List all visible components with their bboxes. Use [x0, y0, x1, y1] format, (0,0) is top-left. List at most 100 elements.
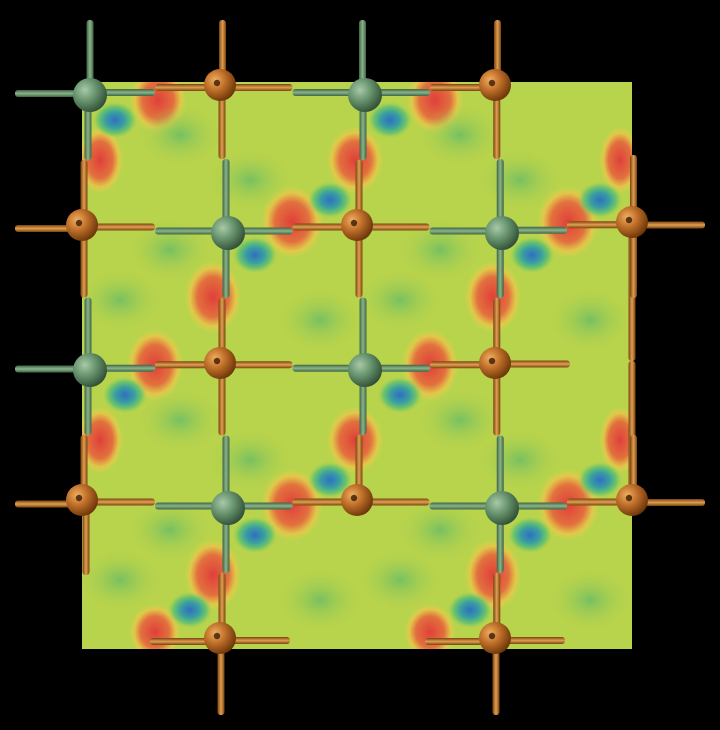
bond-rod: [495, 637, 565, 644]
bond-rod: [357, 498, 430, 506]
orange-atom-icon: [341, 209, 373, 241]
atom-shade: [350, 494, 358, 502]
density-high-lobe: [260, 185, 324, 259]
density-high-lobe: [82, 406, 124, 474]
bond-rod: [630, 222, 637, 298]
bond-rod: [630, 155, 637, 222]
atom-shade: [213, 632, 221, 640]
density-mid-region: [360, 270, 440, 330]
density-mid-region: [130, 220, 210, 280]
bond-rod: [86, 20, 94, 95]
density-low-pocket: [510, 237, 554, 273]
orange-atom-icon: [204, 347, 236, 379]
bond-rod: [82, 498, 155, 506]
bond-rod: [292, 364, 365, 372]
orange-atom-icon: [66, 484, 98, 516]
bond-rod: [80, 225, 88, 298]
bond-rod: [218, 85, 226, 159]
bond-rod: [357, 223, 430, 231]
bond-rod: [80, 160, 88, 225]
density-mid-region: [82, 550, 160, 610]
atom-shade: [625, 494, 633, 502]
bond-rod: [493, 85, 501, 159]
density-high-lobe: [464, 538, 522, 612]
density-mid-region: [280, 290, 360, 350]
bond-rod: [218, 298, 226, 363]
bond-rod: [155, 502, 228, 510]
bond-rod: [222, 159, 230, 233]
bond-rod: [155, 84, 220, 91]
density-high-lobe: [326, 126, 384, 194]
bond-rod: [495, 360, 570, 368]
bond-rod: [632, 499, 705, 506]
bond-rod: [493, 298, 501, 363]
bond-rod: [355, 160, 363, 225]
bond-rod: [429, 227, 502, 235]
bond-rod: [15, 225, 82, 232]
density-low-pocket: [578, 182, 622, 218]
density-high-lobe: [599, 406, 632, 474]
density-high-lobe: [326, 406, 384, 474]
density-low-pocket: [233, 237, 277, 273]
bond-rod: [429, 502, 502, 510]
density-high-lobe: [464, 260, 522, 334]
density-low-pocket: [93, 102, 137, 138]
bond-rod: [15, 365, 90, 373]
bond-rod: [84, 297, 92, 370]
atom-shade: [75, 219, 83, 227]
green-atom-icon: [73, 78, 107, 112]
bond-rod: [493, 573, 501, 638]
orange-atom-icon: [479, 622, 511, 654]
density-mid-region: [140, 105, 220, 165]
bond-rod: [220, 637, 290, 644]
density-mid-region: [480, 150, 560, 210]
bond-rod: [496, 159, 504, 233]
bond-rod: [493, 363, 501, 436]
green-atom-icon: [348, 78, 382, 112]
density-mid-region: [480, 430, 560, 490]
green-atom-icon: [211, 491, 245, 525]
atom-shade: [350, 219, 358, 227]
bond-rod: [218, 573, 226, 638]
bond-rod: [292, 223, 357, 231]
bond-rod: [15, 90, 90, 97]
green-atom-icon: [485, 216, 519, 250]
bond-rod: [155, 361, 220, 369]
bond-rod: [492, 638, 500, 715]
atom-shade: [625, 216, 633, 224]
atom-shade: [213, 357, 221, 365]
orange-atom-icon: [66, 209, 98, 241]
density-low-pocket: [508, 517, 552, 553]
atom-shade: [488, 357, 496, 365]
bond-rod: [359, 297, 367, 370]
density-mid-region: [550, 290, 630, 350]
density-mid-region: [130, 500, 210, 560]
density-mid-region: [140, 390, 220, 450]
density-low-pocket: [308, 462, 352, 498]
orange-atom-icon: [341, 484, 373, 516]
density-high-lobe: [129, 603, 181, 649]
atom-shade: [213, 79, 221, 87]
atom-shade: [488, 79, 496, 87]
bond-rod: [82, 223, 155, 231]
density-high-lobe: [82, 126, 124, 194]
density-low-pocket: [233, 517, 277, 553]
density-mid-region: [360, 550, 440, 610]
bond-rod: [217, 638, 225, 715]
bond-rod: [220, 84, 293, 91]
density-low-pocket: [448, 592, 492, 628]
bond-rod: [80, 435, 88, 500]
bond-rod: [567, 498, 632, 506]
atom-shade: [488, 632, 496, 640]
density-low-pocket: [308, 182, 352, 218]
bond-rod: [292, 89, 365, 96]
bond-rod: [218, 363, 226, 436]
bond-rod: [430, 361, 495, 369]
density-low-pocket: [378, 377, 422, 413]
bond-rod: [494, 20, 501, 85]
orange-atom-icon: [616, 206, 648, 238]
density-mid-region: [210, 150, 290, 210]
green-atom-icon: [348, 353, 382, 387]
bond-rod: [630, 435, 637, 500]
